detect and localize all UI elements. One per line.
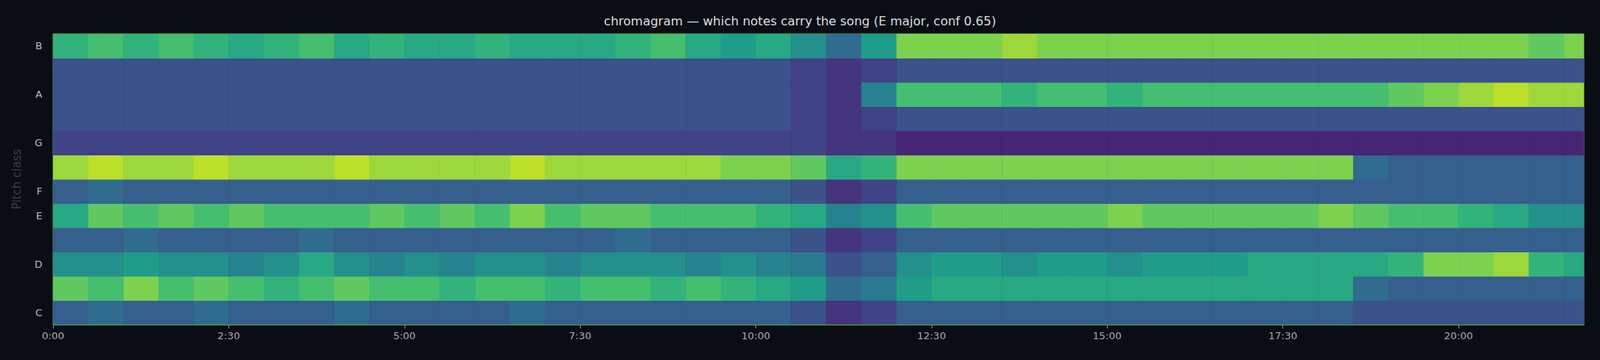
svg-text:5:00: 5:00 xyxy=(393,330,416,342)
svg-text:G: G xyxy=(34,136,43,149)
svg-text:17:30: 17:30 xyxy=(1268,330,1297,342)
svg-text:F: F xyxy=(36,185,43,197)
svg-text:10:00: 10:00 xyxy=(741,330,770,342)
svg-text:D: D xyxy=(34,258,43,270)
svg-text:E: E xyxy=(36,210,43,222)
svg-text:20:00: 20:00 xyxy=(1443,330,1473,342)
svg-text:A: A xyxy=(35,88,43,100)
svg-text:2:30: 2:30 xyxy=(217,330,240,342)
svg-text:0:00: 0:00 xyxy=(41,330,64,342)
svg-text:B: B xyxy=(35,40,43,52)
svg-text:chromagram — which notes carry: chromagram — which notes carry the song … xyxy=(603,13,997,29)
svg-text:15:00: 15:00 xyxy=(1093,330,1122,342)
svg-text:7:30: 7:30 xyxy=(569,330,592,342)
svg-text:12:30: 12:30 xyxy=(916,330,946,342)
svg-text:C: C xyxy=(35,306,43,319)
svg-text:Pitch class: Pitch class xyxy=(10,149,24,210)
